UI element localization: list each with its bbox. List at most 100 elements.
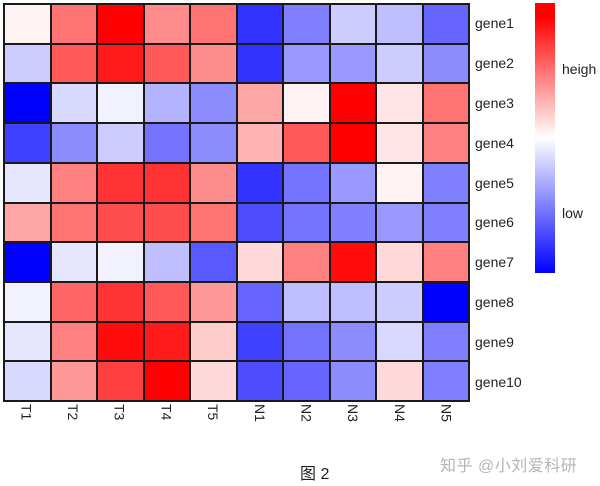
heatmap-cell xyxy=(4,321,51,362)
heatmap-cell xyxy=(236,4,283,44)
heatmap-cell xyxy=(50,43,97,84)
heatmap-grid xyxy=(3,3,470,402)
heatmap-cell xyxy=(50,123,97,163)
heatmap-cell xyxy=(329,202,376,243)
column-label: N5 xyxy=(423,404,470,434)
column-label-text: T2 xyxy=(65,404,82,421)
legend-low-label: low xyxy=(562,205,584,221)
heatmap-cell xyxy=(283,281,330,322)
heatmap-cell xyxy=(329,83,376,124)
heatmap-cell xyxy=(50,4,97,44)
column-label-text: T4 xyxy=(158,404,175,421)
heatmap-cell xyxy=(4,361,51,401)
heatmap-cell xyxy=(376,4,423,44)
heatmap-cell xyxy=(376,123,423,163)
row-label: gene5 xyxy=(475,174,514,191)
heatmap-cell xyxy=(4,281,51,322)
heatmap-cell xyxy=(329,123,376,163)
heatmap-cell xyxy=(97,162,144,203)
heatmap-cell xyxy=(50,202,97,243)
heatmap-cell xyxy=(97,83,144,124)
heatmap-cell xyxy=(4,242,51,282)
heatmap-cell xyxy=(97,4,144,44)
heatmap-cell xyxy=(422,281,469,322)
column-label-text: N3 xyxy=(345,404,362,422)
heatmap-cell xyxy=(422,43,469,84)
heatmap-cell xyxy=(329,321,376,362)
heatmap-cell xyxy=(422,202,469,243)
heatmap-cell xyxy=(190,242,237,282)
column-label: T4 xyxy=(143,404,190,434)
heatmap-cell xyxy=(422,162,469,203)
heatmap-cell xyxy=(50,321,97,362)
column-label: T3 xyxy=(96,404,143,434)
heatmap-cell xyxy=(190,361,237,401)
heatmap-cell xyxy=(4,162,51,203)
heatmap-cell xyxy=(236,162,283,203)
heatmap-cell xyxy=(190,202,237,243)
column-label-text: T1 xyxy=(18,404,35,421)
heatmap-cell xyxy=(97,361,144,401)
heatmap-cell xyxy=(143,321,190,362)
column-label-text: N5 xyxy=(438,404,455,422)
heatmap-cell xyxy=(97,281,144,322)
heatmap-cell xyxy=(422,321,469,362)
row-label: gene9 xyxy=(475,334,514,351)
heatmap-cell xyxy=(97,43,144,84)
heatmap-cell xyxy=(143,83,190,124)
heatmap-cell xyxy=(143,43,190,84)
heatmap-cell xyxy=(283,162,330,203)
column-label-text: T5 xyxy=(205,404,222,421)
heatmap-cell xyxy=(236,281,283,322)
column-label-text: N1 xyxy=(251,404,268,422)
heatmap-cell xyxy=(422,123,469,163)
row-label: gene10 xyxy=(475,374,522,391)
figure-caption: 图 2 xyxy=(300,466,330,483)
row-label: gene6 xyxy=(475,214,514,231)
column-label-text: N4 xyxy=(391,404,408,422)
color-legend-bar xyxy=(535,3,555,273)
row-label: gene7 xyxy=(475,254,514,271)
heatmap-cell xyxy=(97,123,144,163)
heatmap-cell xyxy=(4,83,51,124)
heatmap-cell xyxy=(50,162,97,203)
row-label: gene1 xyxy=(475,14,514,31)
legend-high-label: heigh xyxy=(562,61,597,77)
heatmap-cell xyxy=(143,202,190,243)
heatmap-cell xyxy=(376,242,423,282)
heatmap-cell xyxy=(236,242,283,282)
heatmap-cell xyxy=(422,83,469,124)
heatmap-cell xyxy=(283,123,330,163)
heatmap-cell xyxy=(50,281,97,322)
heatmap-cell xyxy=(190,83,237,124)
heatmap-cell xyxy=(236,83,283,124)
heatmap-cell xyxy=(283,202,330,243)
column-labels: T1 T2 T3 T4 T5 N1 N2 N3 N4 N5 xyxy=(3,404,470,434)
heatmap-cell xyxy=(329,162,376,203)
heatmap-cell xyxy=(143,162,190,203)
heatmap-cell xyxy=(190,162,237,203)
heatmap-cell xyxy=(376,162,423,203)
heatmap-cell xyxy=(236,43,283,84)
row-labels: gene1 gene2 gene3 gene4 gene5 gene6 gene7 gene8… xyxy=(475,3,535,402)
watermark: 知乎 @小刘爱科研 xyxy=(440,458,578,475)
heatmap-cell xyxy=(376,43,423,84)
heatmap-cell xyxy=(283,43,330,84)
heatmap-cell xyxy=(236,361,283,401)
column-label: T1 xyxy=(3,404,50,434)
heatmap-cell xyxy=(143,281,190,322)
column-label-text: T3 xyxy=(111,404,128,421)
heatmap-cell xyxy=(97,321,144,362)
heatmap-cell xyxy=(283,321,330,362)
row-label: gene3 xyxy=(475,94,514,111)
heatmap-cell xyxy=(143,242,190,282)
heatmap-cell xyxy=(376,321,423,362)
heatmap-cell xyxy=(50,242,97,282)
row-label: gene2 xyxy=(475,54,514,71)
heatmap-cell xyxy=(329,242,376,282)
heatmap-cell xyxy=(376,202,423,243)
heatmap-cell xyxy=(190,321,237,362)
heatmap-cell xyxy=(190,123,237,163)
heatmap-cell xyxy=(283,242,330,282)
heatmap-cell xyxy=(190,281,237,322)
